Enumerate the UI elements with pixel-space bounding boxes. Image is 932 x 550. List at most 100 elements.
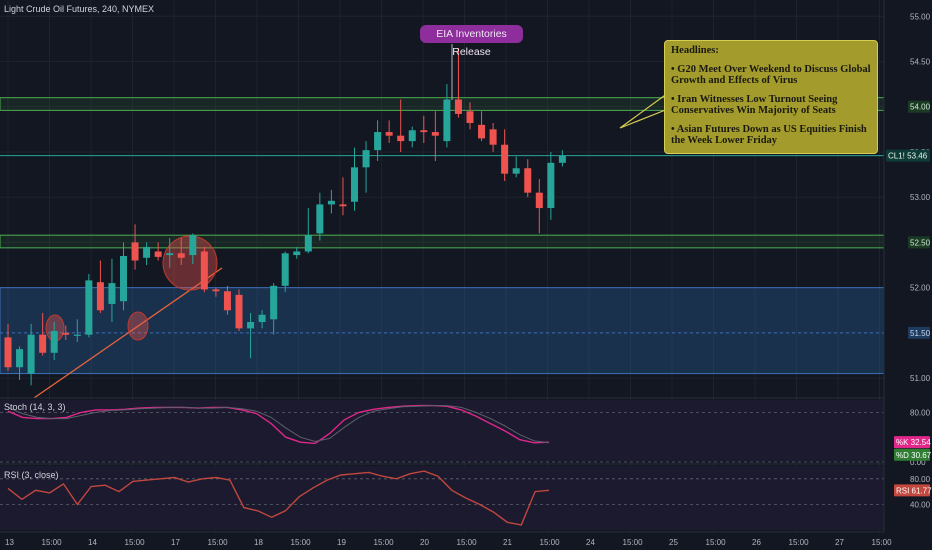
candle-up [85,280,93,335]
last-price-tag-bg [886,149,930,162]
candle-up [281,253,289,286]
candle-down [39,334,47,353]
rsi-tick-label: 80.00 [910,475,931,484]
candle-up [189,235,197,256]
candle-up [512,168,520,174]
candle-down [478,124,486,139]
price-tag: 51.50 [910,329,931,338]
candle-up [247,322,255,329]
candle-up [351,167,358,202]
candle-up [50,331,58,353]
stochastic-title: Stoch (14, 3, 3) [4,402,66,412]
candle-up [108,283,116,304]
time-tick-label: 20 [420,538,429,547]
candle-down [212,289,220,292]
candle-down [223,291,231,311]
candle-up [258,314,266,323]
candle-down [4,337,12,368]
stochastic-value-tag: %D 30.67 [896,451,932,460]
candle-down [489,129,497,145]
headline-item: • Iran Witnesses Low Turnout Seeing Cons… [671,94,838,116]
candle-down [96,282,104,311]
stochastic-tick-label: 0.00 [910,458,926,467]
time-tick-label: 15:00 [457,538,478,547]
candle-down [339,204,347,207]
rsi-background [0,466,884,530]
candle-down [431,132,439,136]
candle-down [397,135,405,142]
candle-down [501,144,509,174]
candle-up [558,155,566,163]
time-tick-label: 15:00 [374,538,395,547]
stochastic-pane[interactable] [0,400,884,463]
candle-up [27,334,35,374]
time-tick-label: 21 [503,538,512,547]
price-axis-tags: 54.00 52.50 51.50 CL1! 53.46 %K 32.54 %D 30.6… [886,100,932,497]
stochastic-series-line [7,404,550,445]
stochastic-value-tag: %K 32.54 [896,438,931,447]
price-tag: 54.00 [910,103,931,112]
candle-up [16,349,24,368]
candle-down [420,130,428,133]
candle-down [466,111,474,124]
time-tick-label: 15:00 [42,538,63,547]
headline-item: • G20 Meet Over Weekend to Discuss Globa… [671,64,871,86]
candle-up [120,255,127,302]
stochastic-value-tag-bg [894,436,930,449]
candle-down [131,242,139,261]
eia-inventories-label: EIA Inventories Release [420,25,523,58]
price-tag-bg [908,100,930,113]
candlesticks [4,47,566,386]
candle-up [293,251,301,256]
candle-up [327,200,335,205]
time-tick-label: 15:00 [789,538,810,547]
rsi-lines [7,470,550,526]
price-tick-label: 52.00 [910,284,931,293]
candle-up [547,162,555,209]
rsi-series-line [7,470,550,526]
stochastic-background [0,400,884,462]
candle-up [270,285,278,320]
time-tick-label: 15:00 [540,538,561,547]
candle-up [316,204,324,234]
stochastic-series-line [7,405,550,444]
time-tick-label: 19 [337,538,346,547]
candle-down [177,253,185,258]
candle-down [524,168,532,193]
price-tick-label: 51.00 [910,374,931,383]
price-tick-label: 55.00 [910,12,931,21]
time-tick-label: 17 [171,538,180,547]
stochastic-value-tag-bg [894,448,930,461]
stochastic-tick-label: 80.00 [910,408,931,417]
candle-up [374,132,382,151]
candle-up [166,253,174,256]
candle-up [443,99,451,142]
rsi-pane[interactable] [0,466,884,530]
rsi-value-tag: RSI 61.77 [896,486,932,495]
stochastic-lines [7,404,550,445]
candle-up [304,235,312,252]
candle-up [143,246,151,258]
headlines-title: Headlines: [671,45,719,56]
time-tick-label: 15:00 [125,538,146,547]
price-tick-label: 54.50 [910,58,931,67]
time-tick-label: 15:00 [623,538,644,547]
time-tick-label: 13 [5,538,14,547]
headline-callout-pointer [619,92,669,129]
last-price-tag: CL1! 53.46 [888,152,928,161]
price-tag-bg [908,236,930,249]
headline-item: • Asian Futures Down as US Equities Fini… [671,124,867,146]
time-axis[interactable]: 13 15:00 14 15:00 17 15:00 18 15:00 19 15:00 20 15:… [5,538,892,547]
rsi-title: RSI (3, close) [4,470,59,480]
time-tick-label: 18 [254,538,263,547]
time-tick-label: 26 [752,538,761,547]
price-tag: 52.50 [910,238,931,247]
rsi-tick-label: 40.00 [910,500,931,509]
time-tick-label: 15:00 [872,538,893,547]
time-tick-label: 24 [586,538,595,547]
candle-down [454,99,462,114]
candle-up [73,334,81,336]
time-tick-label: 27 [835,538,844,547]
time-tick-label: 15:00 [706,538,727,547]
candle-down [200,251,208,290]
